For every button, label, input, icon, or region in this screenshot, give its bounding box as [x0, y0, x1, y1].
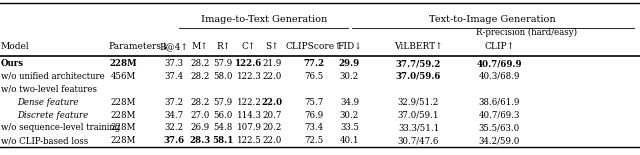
Text: 28.2: 28.2 — [190, 59, 209, 68]
Text: 54.8: 54.8 — [214, 123, 233, 132]
Text: CLIP↑: CLIP↑ — [484, 42, 515, 51]
Text: B@4↑: B@4↑ — [159, 42, 189, 51]
Text: Discrete feature: Discrete feature — [17, 111, 88, 120]
Text: Text-to-Image Generation: Text-to-Image Generation — [429, 15, 556, 24]
Text: 122.5: 122.5 — [237, 136, 261, 145]
Text: 72.5: 72.5 — [304, 136, 323, 145]
Text: 37.0/59.6: 37.0/59.6 — [396, 72, 441, 81]
Text: 37.0/59.1: 37.0/59.1 — [398, 111, 439, 120]
Text: Parameters↓: Parameters↓ — [109, 42, 169, 51]
Text: 34.9: 34.9 — [340, 98, 359, 107]
Text: 22.0: 22.0 — [261, 98, 283, 107]
Text: 28.2: 28.2 — [190, 72, 209, 81]
Text: 58.0: 58.0 — [214, 72, 233, 81]
Text: R↑: R↑ — [216, 42, 230, 51]
Text: ViLBERT↑: ViLBERT↑ — [394, 42, 443, 51]
Text: 30.7/47.6: 30.7/47.6 — [398, 136, 439, 145]
Text: w/o two-level features: w/o two-level features — [1, 85, 97, 94]
Text: w/o sequence-level training: w/o sequence-level training — [1, 123, 120, 132]
Text: 27.0: 27.0 — [190, 111, 209, 120]
Text: 107.9: 107.9 — [236, 123, 262, 132]
Text: 114.3: 114.3 — [237, 111, 261, 120]
Text: 33.5: 33.5 — [340, 123, 359, 132]
Text: S↑: S↑ — [265, 42, 279, 51]
Text: 57.9: 57.9 — [214, 59, 233, 68]
Text: 40.1: 40.1 — [340, 136, 359, 145]
Text: 73.4: 73.4 — [304, 123, 323, 132]
Text: 228M: 228M — [110, 123, 136, 132]
Text: Dense feature: Dense feature — [17, 98, 78, 107]
Text: 21.9: 21.9 — [262, 59, 282, 68]
Text: 37.7/59.2: 37.7/59.2 — [396, 59, 441, 68]
Text: 228M: 228M — [109, 59, 137, 68]
Text: 28.3: 28.3 — [189, 136, 211, 145]
Text: 33.3/51.1: 33.3/51.1 — [398, 123, 439, 132]
Text: Image-to-Text Generation: Image-to-Text Generation — [200, 15, 327, 24]
Text: 22.0: 22.0 — [262, 72, 282, 81]
Text: Model: Model — [1, 42, 29, 51]
Text: 37.3: 37.3 — [164, 59, 184, 68]
Text: 30.2: 30.2 — [340, 111, 359, 120]
Text: 56.0: 56.0 — [214, 111, 233, 120]
Text: CLIPScore↑: CLIPScore↑ — [285, 42, 342, 51]
Text: 228M: 228M — [110, 111, 136, 120]
Text: 122.3: 122.3 — [237, 72, 261, 81]
Text: 26.9: 26.9 — [190, 123, 209, 132]
Text: 34.2/59.0: 34.2/59.0 — [479, 136, 520, 145]
Text: 122.2: 122.2 — [237, 98, 261, 107]
Text: w/o unified architecture: w/o unified architecture — [1, 72, 104, 81]
Text: Ours: Ours — [1, 59, 24, 68]
Text: 77.2: 77.2 — [303, 59, 324, 68]
Text: 37.6: 37.6 — [163, 136, 185, 145]
Text: 40.3/68.9: 40.3/68.9 — [479, 72, 520, 81]
Text: 28.2: 28.2 — [190, 98, 209, 107]
Text: 75.7: 75.7 — [304, 98, 323, 107]
Text: w/o CLIP-based loss: w/o CLIP-based loss — [1, 136, 88, 145]
Text: 76.5: 76.5 — [304, 72, 323, 81]
Text: 57.9: 57.9 — [214, 98, 233, 107]
Text: 76.9: 76.9 — [304, 111, 323, 120]
Text: 32.2: 32.2 — [164, 123, 184, 132]
Text: FID↓: FID↓ — [337, 42, 362, 51]
Text: 20.2: 20.2 — [262, 123, 282, 132]
Text: 228M: 228M — [110, 136, 136, 145]
Text: 58.1: 58.1 — [212, 136, 234, 145]
Text: 29.9: 29.9 — [339, 59, 360, 68]
Text: 456M: 456M — [110, 72, 136, 81]
Text: 20.7: 20.7 — [262, 111, 282, 120]
Text: 40.7/69.9: 40.7/69.9 — [476, 59, 522, 68]
Text: 37.2: 37.2 — [164, 98, 184, 107]
Text: 228M: 228M — [110, 98, 136, 107]
Text: R-precision (hard/easy): R-precision (hard/easy) — [476, 28, 577, 37]
Text: 40.7/69.3: 40.7/69.3 — [479, 111, 520, 120]
Text: C↑: C↑ — [242, 42, 256, 51]
Text: 34.7: 34.7 — [164, 111, 184, 120]
Text: 30.2: 30.2 — [340, 72, 359, 81]
Text: 35.5/63.0: 35.5/63.0 — [479, 123, 520, 132]
Text: 122.6: 122.6 — [236, 59, 262, 68]
Text: 38.6/61.9: 38.6/61.9 — [479, 98, 520, 107]
Text: M↑: M↑ — [191, 42, 208, 51]
Text: 22.0: 22.0 — [262, 136, 282, 145]
Text: 32.9/51.2: 32.9/51.2 — [398, 98, 439, 107]
Text: 37.4: 37.4 — [164, 72, 184, 81]
